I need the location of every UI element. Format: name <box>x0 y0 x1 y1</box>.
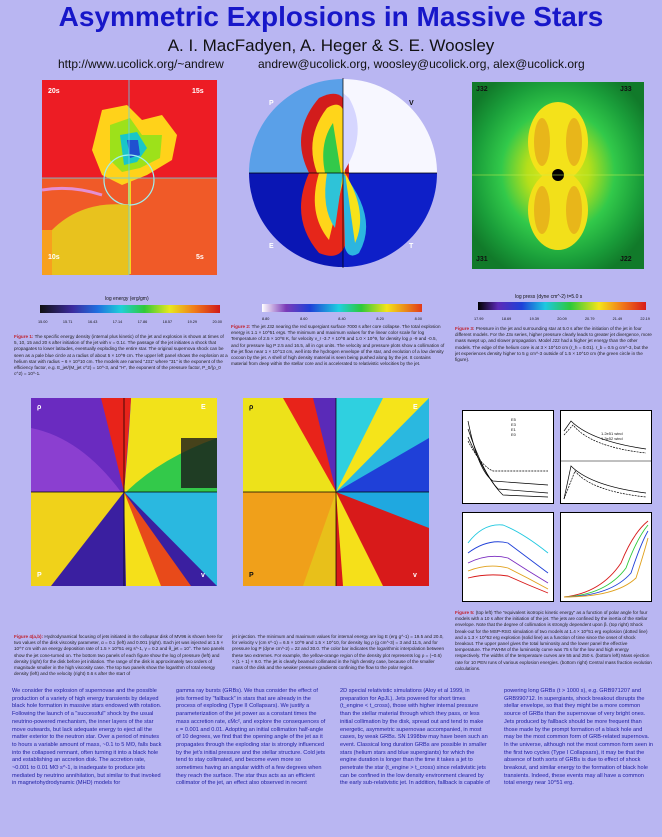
figure-3-image: J32 J33 J31 J22 <box>472 82 644 269</box>
fig5-legend-b: 1.2e51 wind 1.3e52 wind <box>601 431 623 441</box>
figure-4-caption-continued: jet injection. The minimum and maximum v… <box>232 634 445 671</box>
panel-label-j31: J31 <box>476 256 488 263</box>
figure-5-bottom-left-plot <box>462 512 554 602</box>
poster-authors: A. I. MacFadyen, A. Heger & S. E. Woosle… <box>167 36 495 55</box>
figure-4-caption: Figure 4(a,b): Hydrodynamical focusing o… <box>14 634 225 677</box>
panel-label-rho: ρ <box>37 404 42 411</box>
panel-label-5s: 5s <box>196 254 204 261</box>
fig1-colorbar <box>40 305 220 313</box>
homepage-link[interactable]: http://www.ucolick.org/~andrew <box>58 57 224 71</box>
figure-5-top-right-plot: 1.2e51 wind 1.3e52 wind <box>560 410 652 504</box>
panel-label-t: T <box>409 243 414 250</box>
panel-label-15s: 15s <box>192 88 204 95</box>
panel-label-p: P <box>249 572 254 579</box>
figure-1-caption: Figure 1: The specific energy density (i… <box>14 334 228 376</box>
panel-label-10s: 10s <box>48 254 60 261</box>
figure-2-image: P V E T <box>249 78 437 268</box>
abstract-column-4: powering long GRBs (t > 1000 s), e.g. GR… <box>504 688 653 787</box>
panel-label-j22: J22 <box>620 256 632 263</box>
figure-2-caption: Figure 2: The jet J32 nearing the red su… <box>231 324 445 367</box>
panel-label-e: E <box>201 404 206 411</box>
panel-label-v: V <box>409 100 414 107</box>
panel-label-e: E <box>269 243 274 250</box>
panel-label-j33: J33 <box>620 86 632 93</box>
fig3-colorbar <box>478 302 646 310</box>
fig3-colorbar-title: log press (dyne cm^-2) t=5.0 s <box>515 294 583 300</box>
panel-label-v: v <box>201 572 205 579</box>
figure-5-bottom-right-plot <box>560 512 652 602</box>
fig1-colorbar-title: log energy (erg/gm) <box>105 296 149 302</box>
figure-4a-image: ρ P E v <box>31 398 217 586</box>
panel-label-p: P <box>269 100 274 107</box>
fig1-colorbar-ticks: 15.00 15.71 16.43 17.14 17.86 18.57 19.29 20.00 <box>38 320 222 324</box>
poster-title: Asymmetric Explosions in Massive Stars <box>58 1 604 32</box>
figure-5-top-left-plot: E5 E3 E1 E0 <box>462 410 554 504</box>
fig2-colorbar-ticks: 8.80 8.60 8.40 8.20 8.00 <box>262 317 422 321</box>
email-links[interactable]: andrew@ucolick.org, woosley@ucolick.org,… <box>258 57 585 71</box>
panel-label-20s: 20s <box>48 88 60 95</box>
abstract-column-1: We consider the explosion of supernovae … <box>12 688 162 787</box>
panel-label-v: v <box>413 572 417 579</box>
panel-label-rho: ρ <box>249 404 254 411</box>
panel-label-p: P <box>37 572 42 579</box>
fig2-colorbar <box>262 304 422 312</box>
fig5-legend-a: E5 E3 E1 E0 <box>511 417 516 437</box>
figure-1-image: 20s 15s 10s 5s <box>42 80 217 275</box>
panel-label-j32: J32 <box>476 86 488 93</box>
abstract-column-2: gamma ray bursts (GRBs). We thus conside… <box>176 688 326 787</box>
figure-4b-image: ρ P E v <box>243 398 429 586</box>
panel-label-e: E <box>413 404 418 411</box>
figure-5-caption: Figure 5: (top left) The "equivalent iso… <box>455 610 652 671</box>
figure-3-caption: Figure 3: Pressure in the jet and surrou… <box>455 326 652 363</box>
abstract-column-3: 2D special relativistic simulations (Alo… <box>340 688 490 787</box>
fig3-colorbar-ticks: 17.99 18.69 19.39 20.09 20.79 21.49 22.19 <box>474 317 650 321</box>
